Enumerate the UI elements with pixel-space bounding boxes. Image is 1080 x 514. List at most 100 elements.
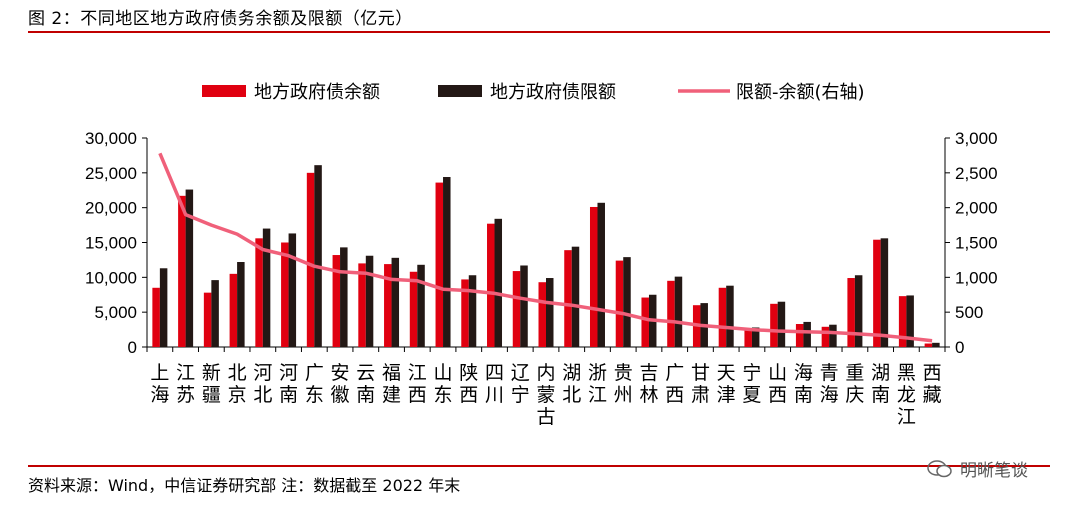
y-right-tick-label: 2,500 [955,164,998,183]
bar-balance [821,326,830,347]
bar-limit [159,268,168,347]
bars [152,165,940,347]
bar-balance [461,279,469,347]
x-tick-label: 宁夏 [742,362,761,406]
x-tick-label: 河北 [253,362,272,406]
bar-balance [641,297,649,347]
y-right-tick-label: 0 [955,338,964,357]
bar-limit [571,246,580,347]
x-tick-label: 青海 [820,362,839,406]
source-note: 资料来源：Wind，中信证券研究部 注：数据截至 2022 年末 [28,476,461,495]
x-tick-label: 四川 [485,362,504,406]
bar-balance [744,329,752,347]
bar-limit [777,301,786,347]
bar-balance [770,303,778,347]
bar-balance [718,287,727,347]
bar-limit [906,295,914,347]
y-left-tick-label: 20,000 [85,199,137,218]
bar-limit [854,275,863,347]
bar-balance [924,343,933,347]
x-tick-label: 河南 [279,362,298,406]
y-right-tick-label: 1,500 [955,234,998,253]
bar-balance [538,282,546,347]
bar-limit [726,285,734,347]
bar-balance [589,206,598,347]
x-tick-label: 陕西 [459,362,478,406]
bar-balance [152,287,160,347]
bar-balance [512,271,521,347]
x-tick-label: 贵州 [614,362,633,406]
bar-limit [803,321,811,347]
bar-limit [365,255,374,347]
bar-balance [409,271,418,347]
x-tick-label: 天津 [717,362,736,406]
y-left-tick-label: 30,000 [85,129,137,148]
bar-limit [417,264,425,347]
legend: 地方政府债余额 地方政府债限额 限额-余额(右轴) [202,82,865,103]
x-tick-label: 江苏 [176,362,195,406]
x-axis-labels: 上海江苏新疆北京河北河南广东安徽云南福建江西山东陕西四川辽宁内蒙古湖北浙江贵州吉… [150,362,941,428]
x-tick-label: 吉林 [639,362,658,406]
watermark-text: 明晰笔谈 [960,461,1028,481]
y-right-tick-label: 3,000 [955,129,998,148]
x-tick-label: 西藏 [923,362,942,406]
bar-limit [468,275,477,347]
bar-balance [281,242,289,347]
bar-limit [494,218,503,347]
y-right-tick-label: 1,000 [955,268,998,287]
bar-balance [435,182,444,347]
bar-balance [873,239,881,347]
chart: 地方政府债余额 地方政府债限额 限额-余额(右轴) 0 5,000 10,000 15,0… [85,82,998,428]
bar-limit [520,265,528,347]
bar-balance [564,250,572,347]
line-series [158,152,933,343]
bar-balance [667,280,675,347]
x-tick-label: 海南 [794,362,813,406]
bar-limit [546,278,554,347]
bar-limit [443,177,451,347]
bar-balance [384,264,392,347]
bar-balance [306,172,315,347]
x-tick-label: 山西 [768,362,787,406]
bar-limit [211,280,219,347]
y-left-tick-label: 0 [128,338,137,357]
x-tick-label: 内蒙古 [536,362,555,428]
x-tick-label: 浙江 [588,362,607,406]
bar-limit [674,276,683,347]
bar-balance [898,296,907,347]
bar-limit [391,257,400,347]
bar-limit [932,342,940,347]
x-tick-label: 湖北 [562,362,581,406]
bar-balance [795,324,804,347]
bottom-rule [28,465,1050,467]
x-tick-label: 上海 [150,362,169,406]
figure-title: 图 2：不同地区地方政府债务余额及限额（亿元） [28,9,413,29]
legend-label: 地方政府债余额 [254,82,380,103]
x-tick-label: 福建 [382,362,401,406]
top-rule [28,31,1050,33]
x-tick-label: 广东 [305,362,324,406]
bar-limit [623,257,631,347]
bar-balance [358,263,366,347]
bar-limit [185,189,194,347]
wechat-icon [927,459,952,477]
x-tick-label: 安徽 [331,362,350,406]
x-tick-label: 重庆 [845,362,864,406]
y-left-tick-label: 5,000 [94,303,137,322]
bar-balance [178,195,186,347]
x-tick-label: 北京 [228,362,247,406]
bar-balance [615,260,624,347]
bar-limit [237,262,245,347]
bar-balance [332,255,341,347]
y-left-tick-label: 15,000 [85,234,137,253]
x-tick-label: 新疆 [202,362,221,406]
x-tick-label: 广西 [665,362,684,406]
bar-limit [314,165,322,347]
bar-limit [829,324,837,347]
bar-balance [487,223,495,347]
bar-limit [340,247,348,347]
y-left-tick-label: 25,000 [85,164,137,183]
bar-limit [262,228,271,347]
line-difference [158,152,933,343]
y-right-tick-label: 500 [955,303,983,322]
